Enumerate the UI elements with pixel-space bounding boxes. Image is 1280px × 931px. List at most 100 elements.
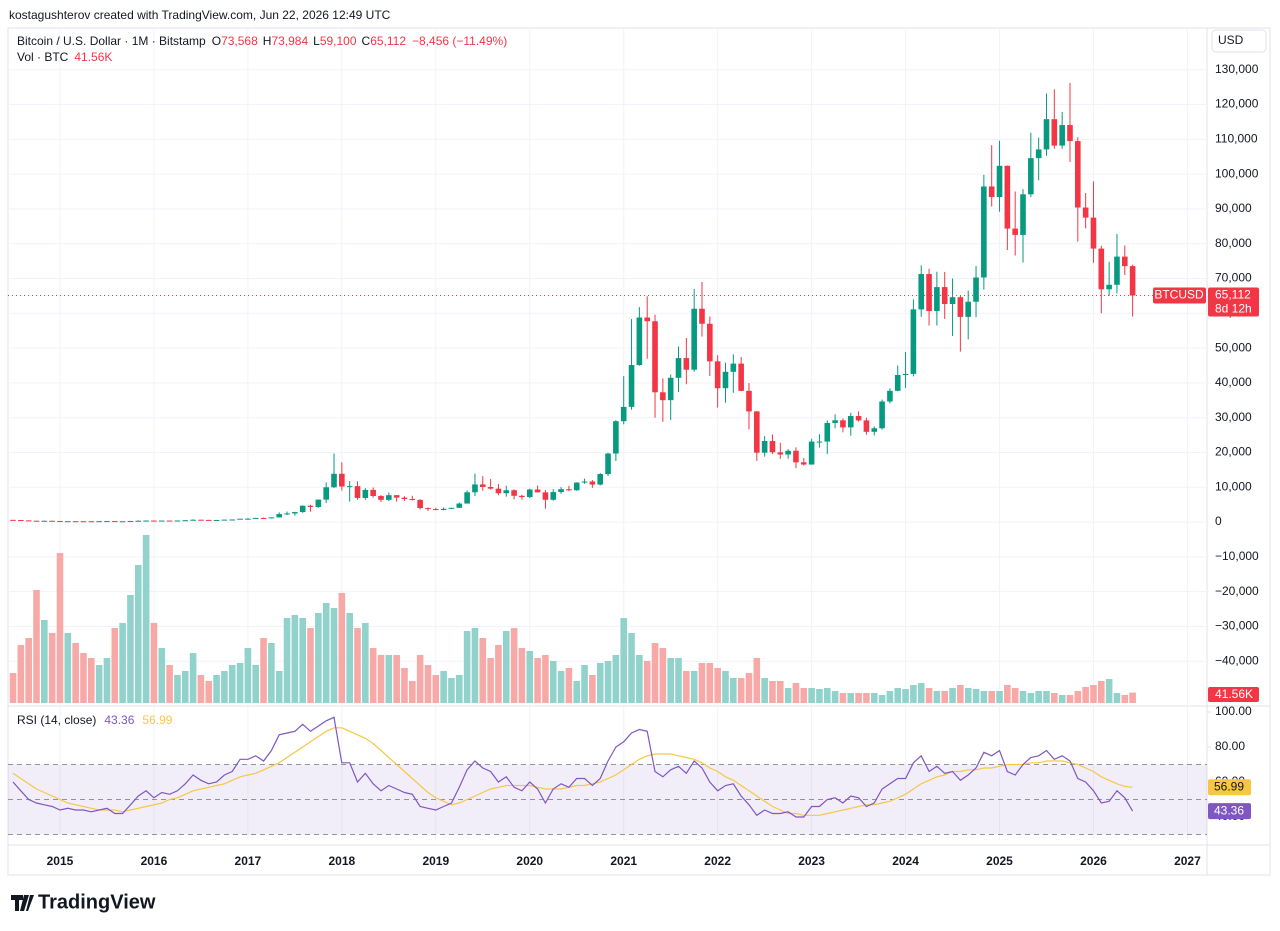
candle-body: [25, 520, 32, 522]
volume-bar: [816, 689, 823, 703]
candle-body: [566, 489, 572, 491]
candle-body: [284, 513, 290, 515]
volume-bar: [268, 643, 275, 703]
candle-body: [620, 406, 627, 422]
candle-body: [315, 499, 322, 507]
candle-body: [252, 517, 259, 519]
x-tick-label: 2024: [892, 854, 919, 868]
candle-body: [793, 450, 799, 463]
volume-bar: [808, 688, 815, 703]
volume-bar: [761, 678, 768, 703]
candle-body: [800, 462, 807, 465]
candle-body: [754, 411, 760, 453]
candle-body: [72, 521, 79, 523]
volume-bar: [714, 668, 721, 703]
candle-body: [887, 390, 893, 402]
volume-bar: [56, 553, 64, 703]
volume-bar: [1011, 688, 1019, 703]
rsi-legend-value: 43.36: [104, 713, 134, 727]
volume-bar: [354, 628, 361, 703]
candle-body: [41, 520, 48, 522]
rsi-tag-label: 43.36: [1214, 803, 1244, 817]
volume-bar: [636, 655, 643, 703]
y-tick-label: 70,000: [1215, 271, 1252, 285]
volume-bar: [886, 691, 894, 703]
volume-bar: [487, 658, 494, 703]
volume-bar: [565, 668, 573, 703]
volume-bar: [612, 655, 620, 703]
candle-body: [558, 489, 564, 493]
candle-body: [534, 489, 541, 493]
candle-body: [855, 416, 862, 421]
legend-key: L: [313, 34, 320, 48]
volume-bar: [949, 688, 956, 703]
volume-bar: [330, 608, 338, 703]
volume-bar: [1098, 681, 1105, 703]
candle-body: [393, 495, 400, 498]
currency-button[interactable]: [1211, 29, 1267, 53]
candle-body: [1012, 228, 1018, 235]
candle-body: [65, 521, 71, 523]
candle-body: [487, 487, 494, 489]
candle-body: [902, 373, 909, 375]
y-tick-label: 130,000: [1215, 62, 1259, 76]
rsi-ma-tag-label: 56.99: [1214, 779, 1244, 793]
volume-bar: [455, 675, 463, 703]
symbol-label: BTCUSD: [1154, 288, 1204, 302]
candle-body: [628, 365, 635, 407]
volume-bar: [362, 623, 369, 703]
candle-body: [292, 512, 298, 514]
rsi-line: [12, 716, 1134, 818]
volume-bar: [228, 665, 236, 703]
volume-bar: [127, 595, 134, 703]
x-tick-label: 2022: [704, 854, 731, 868]
y-tick-label: −20,000: [1215, 584, 1259, 598]
candle-body: [111, 521, 118, 523]
y-tick-label: −10,000: [1215, 549, 1259, 563]
candle-body: [213, 519, 220, 521]
currency[interactable]: USD: [1218, 33, 1244, 47]
candle-body: [1129, 266, 1136, 296]
volume-bar: [41, 620, 48, 703]
volume-bar: [643, 661, 651, 703]
candle-body: [519, 495, 525, 498]
candle-body: [1020, 194, 1026, 235]
volume-bar: [683, 671, 690, 703]
volume-bar: [1058, 695, 1066, 703]
logo-icon: [11, 895, 34, 911]
candle-body: [1043, 119, 1050, 150]
x-tick-label: 2017: [235, 854, 262, 868]
volume-bar: [745, 673, 753, 703]
volume-bar: [549, 661, 557, 703]
volume-bar: [1027, 693, 1035, 703]
candle-body: [785, 450, 791, 455]
volume-bar: [307, 628, 314, 703]
candle-body: [433, 509, 439, 511]
candle-body: [299, 505, 306, 513]
volume-bar: [776, 681, 784, 703]
volume-bar: [988, 691, 995, 703]
volume-bar: [917, 683, 925, 703]
volume-bar: [338, 593, 346, 703]
volume-bar: [424, 665, 432, 703]
legend-value: 73,568: [221, 34, 258, 48]
y-tick-label: −40,000: [1215, 653, 1259, 667]
candle-body: [57, 520, 63, 522]
countdown: 8d 12h: [1215, 302, 1252, 316]
rsi-ma-line: [12, 727, 1133, 816]
candle-body: [205, 519, 212, 521]
volume-bar: [88, 658, 95, 703]
y-tick-label: 20,000: [1215, 445, 1252, 459]
volume-bar: [980, 691, 988, 703]
volume-bar: [322, 603, 330, 703]
volume-bar: [1043, 691, 1050, 703]
candle-body: [1035, 149, 1042, 159]
volume-bar: [252, 665, 260, 703]
x-tick-label: 2023: [798, 854, 825, 868]
y-tick-label: 110,000: [1215, 132, 1258, 146]
candle-body: [926, 274, 932, 312]
candle-body: [746, 390, 752, 412]
y-tick-label: −30,000: [1215, 619, 1259, 633]
volume-bar: [48, 633, 56, 703]
x-tick-label: 2019: [422, 854, 449, 868]
